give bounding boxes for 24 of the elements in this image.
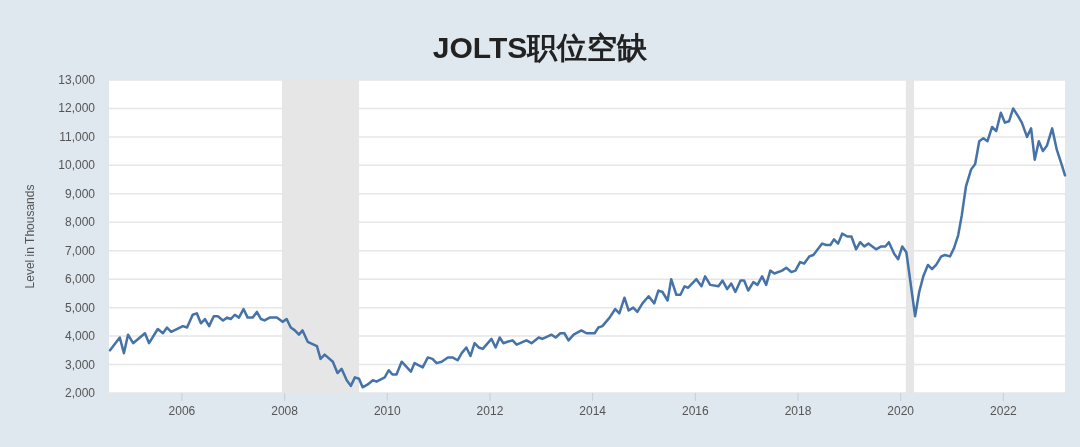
x-tick-label: 2008 [271, 404, 299, 418]
x-tick-label: 2022 [990, 404, 1018, 418]
y-tick-label: 3,000 [64, 357, 96, 372]
x-tick-label: 2010 [373, 404, 401, 418]
x-tick-label: 2014 [579, 404, 607, 418]
x-tick-label: 2006 [168, 404, 196, 418]
y-tick-label: 5,000 [64, 300, 96, 315]
x-tick-label: 2018 [784, 404, 812, 418]
y-tick-label: 11,000 [59, 129, 96, 144]
chart-title: JOLTS职位空缺 [432, 31, 649, 64]
y-tick-label: 9,000 [64, 186, 96, 201]
x-tick-label: 2020 [887, 404, 915, 418]
y-tick-label: 2,000 [64, 386, 96, 400]
y-tick-label: 12,000 [58, 101, 96, 116]
y-tick-label: 8,000 [64, 215, 96, 230]
y-tick-label: 6,000 [64, 272, 96, 287]
y-tick-label: 10,000 [58, 158, 96, 173]
y-tick-label: 13,000 [58, 73, 96, 87]
y-tick-label: 4,000 [64, 329, 96, 344]
x-tick-label: 2012 [476, 404, 504, 418]
line-series [108, 107, 1067, 389]
y-axis-title: Level in Thousands [23, 184, 37, 289]
y-tick-label: 7,000 [64, 243, 96, 258]
x-tick-label: 2016 [681, 404, 709, 418]
